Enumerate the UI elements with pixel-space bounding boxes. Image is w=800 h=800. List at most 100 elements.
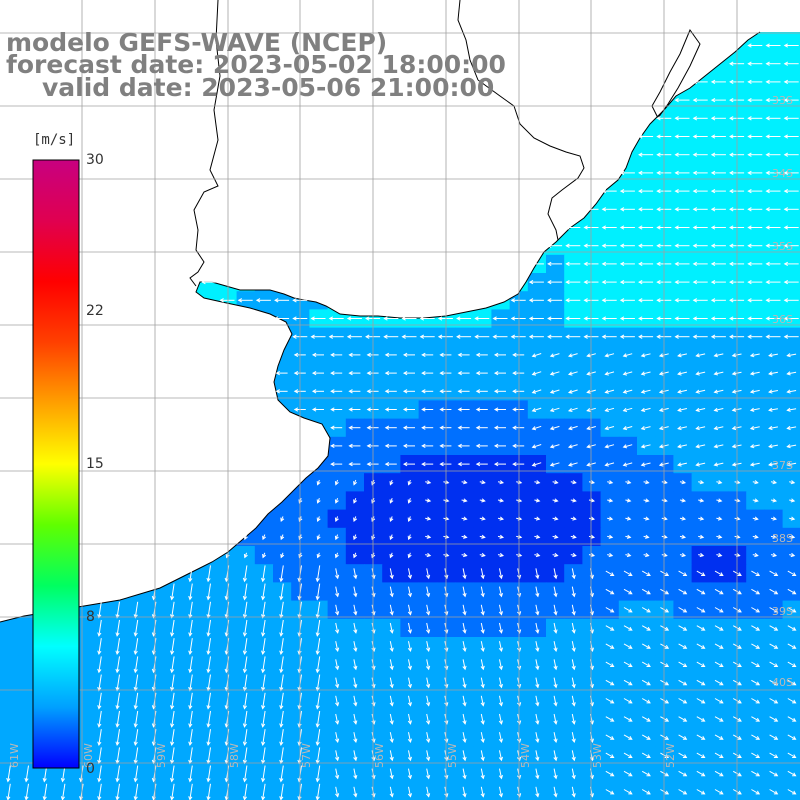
- wind-arrow: [714, 770, 724, 777]
- wind-arrow: [698, 552, 705, 558]
- wind-arrow: [765, 116, 781, 121]
- wind-arrow: [586, 462, 596, 467]
- wind-arrow: [389, 641, 394, 653]
- wind-arrow: [698, 534, 705, 539]
- wind-arrow: [747, 152, 763, 157]
- wind-arrow: [674, 188, 690, 194]
- wind-arrow: [765, 261, 781, 267]
- wind-arrow: [480, 677, 485, 689]
- wind-arrow: [553, 677, 558, 689]
- colorbar-unit-label: [m/s]: [33, 132, 76, 148]
- border-line-west: [189, 0, 221, 287]
- wind-arrow: [170, 710, 175, 728]
- wind-arrow: [133, 710, 139, 728]
- wind-arrow: [752, 552, 759, 558]
- wind-arrow: [133, 765, 139, 783]
- wind-arrow: [384, 352, 397, 358]
- wind-arrow: [696, 698, 706, 704]
- wind-arrow: [383, 316, 399, 321]
- wind-arrow: [531, 371, 542, 376]
- wind-arrow: [641, 588, 651, 595]
- wind-arrow: [622, 426, 633, 431]
- wind-arrow: [316, 479, 321, 486]
- wind-arrow: [588, 552, 596, 558]
- wind-arrow: [567, 444, 578, 449]
- wind-arrow: [421, 443, 434, 449]
- wind-arrow: [206, 710, 211, 728]
- wind-arrow: [389, 552, 394, 559]
- wind-arrow: [565, 279, 581, 285]
- wind-arrow: [261, 692, 266, 710]
- wind-arrow: [389, 750, 394, 762]
- wind-arrow: [547, 316, 563, 321]
- wind-arrow: [570, 498, 577, 503]
- wind-speed-cell: [0, 709, 19, 729]
- wind-arrow: [242, 674, 248, 692]
- wind-arrow: [623, 734, 633, 740]
- wind-arrow: [243, 552, 248, 559]
- wind-arrow: [641, 679, 651, 686]
- wind-arrow: [749, 371, 760, 376]
- wind-arrow: [206, 583, 211, 601]
- wind-arrow: [462, 713, 467, 725]
- wind-arrow: [480, 641, 485, 653]
- wind-arrow: [426, 677, 431, 689]
- wind-arrow: [475, 443, 488, 449]
- wind-arrow: [97, 765, 102, 783]
- wind-arrow: [770, 516, 778, 521]
- wind-arrow: [786, 389, 797, 394]
- wind-arrow: [219, 298, 235, 303]
- wind-arrow: [553, 568, 558, 580]
- wind-arrow: [115, 674, 120, 692]
- wind-arrow: [714, 698, 724, 704]
- wind-arrow: [692, 316, 708, 321]
- wind-arrow: [170, 692, 175, 710]
- wind-arrow: [583, 298, 599, 303]
- wind-arrow: [279, 565, 284, 583]
- wind-arrow: [330, 389, 343, 394]
- wind-arrow: [619, 243, 635, 248]
- wind-arrow: [783, 279, 799, 285]
- longitude-label: 60W: [82, 743, 95, 768]
- wind-arrow: [752, 480, 759, 485]
- wind-arrow: [583, 225, 599, 230]
- wind-arrow: [498, 659, 503, 671]
- wind-arrow: [493, 352, 506, 358]
- wind-arrow: [461, 534, 468, 539]
- wind-arrow: [677, 462, 688, 467]
- wind-arrow: [462, 568, 467, 580]
- wind-arrow: [480, 586, 485, 598]
- wind-arrow: [133, 638, 139, 656]
- wind-arrow: [787, 643, 797, 649]
- wind-arrow: [280, 534, 285, 541]
- wind-arrow: [334, 498, 339, 504]
- wind-arrow: [330, 407, 343, 412]
- wind-arrow: [280, 516, 285, 522]
- wind-arrow: [553, 695, 558, 707]
- wind-arrow: [237, 298, 253, 303]
- wind-arrow: [586, 426, 596, 431]
- wind-arrow: [571, 586, 576, 598]
- wind-arrow: [133, 729, 139, 747]
- wind-arrow: [696, 625, 706, 631]
- wind-arrow: [133, 601, 139, 619]
- wind-arrow: [692, 188, 708, 194]
- wind-arrow: [133, 674, 139, 692]
- wind-arrow: [601, 316, 617, 321]
- wind-arrow: [751, 716, 761, 722]
- wind-arrow: [713, 426, 724, 431]
- wind-arrow: [765, 134, 781, 139]
- wind-arrow: [770, 552, 778, 558]
- wind-arrow: [605, 679, 615, 686]
- wind-arrow: [170, 729, 175, 747]
- wind-arrow: [674, 316, 690, 321]
- wind-arrow: [353, 750, 358, 762]
- wind-arrow: [457, 425, 470, 430]
- wind-arrow: [206, 656, 211, 674]
- wind-arrow: [619, 334, 635, 339]
- wind-arrow: [389, 732, 394, 744]
- wind-arrow: [752, 516, 759, 521]
- wind-arrow: [765, 152, 781, 157]
- wind-arrow: [789, 534, 796, 539]
- wind-arrow: [769, 698, 779, 704]
